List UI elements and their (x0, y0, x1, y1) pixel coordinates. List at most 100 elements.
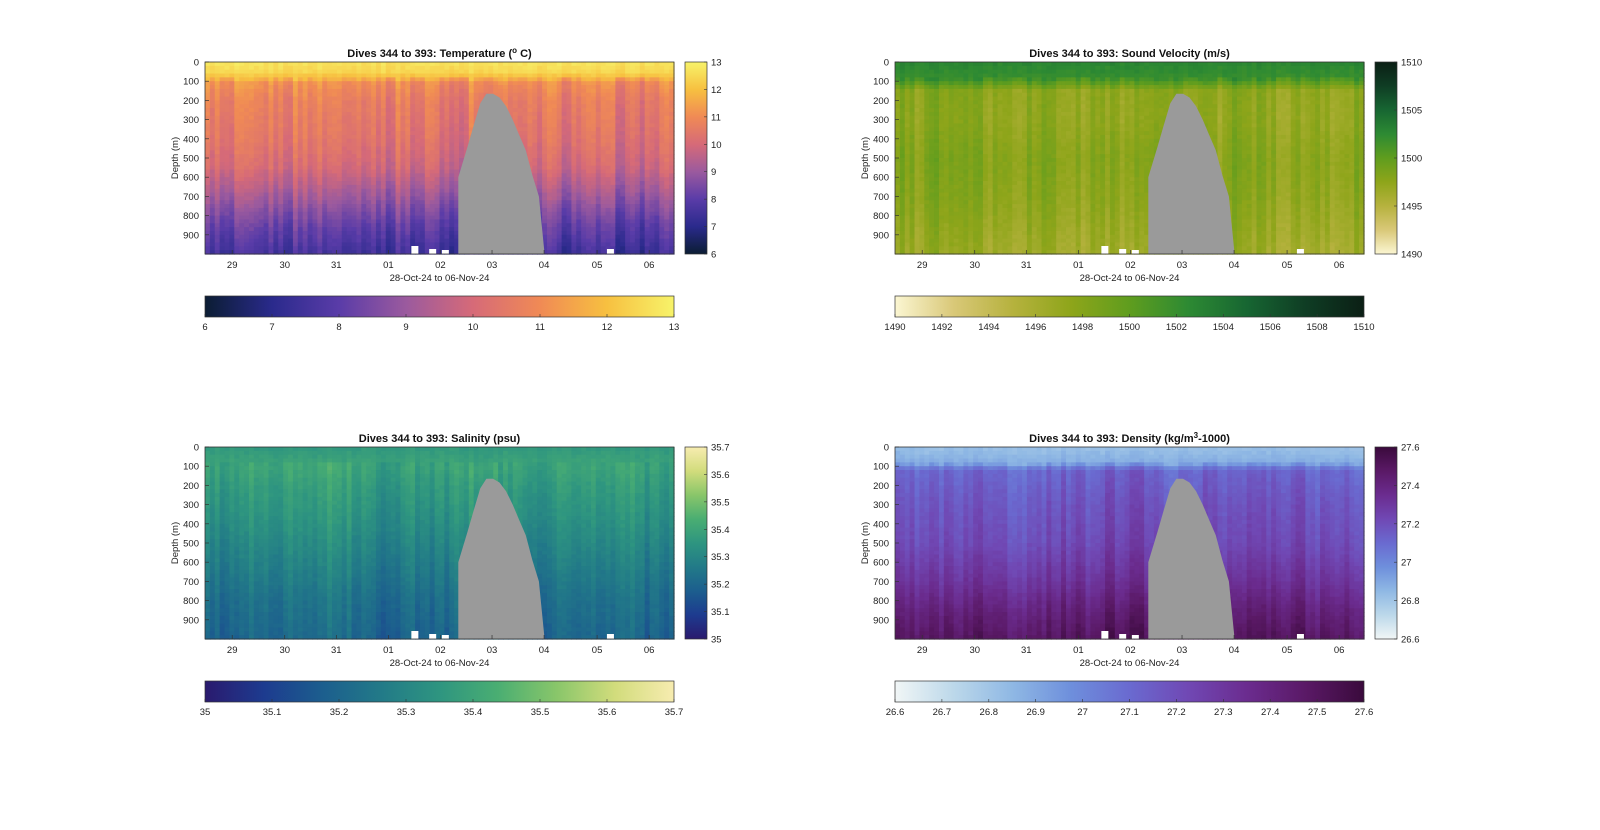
heatmap-cell (895, 62, 901, 67)
heatmap-cell (566, 184, 573, 190)
heatmap-cell (566, 154, 573, 159)
heatmap-cell (214, 173, 221, 178)
heatmap-cell (253, 246, 260, 251)
heatmap-cell (327, 123, 333, 128)
heatmap-cell (532, 146, 538, 151)
heatmap-cell (468, 119, 475, 125)
heatmap-cell (224, 196, 231, 201)
heatmap-cell (405, 192, 411, 197)
heatmap-cell (234, 238, 240, 244)
heatmap-cell (248, 123, 255, 128)
heatmap-cell (600, 207, 607, 213)
heatmap-cell (312, 154, 318, 159)
heatmap-cell (356, 181, 362, 186)
heatmap-cell (566, 115, 573, 121)
heatmap-cell (405, 85, 411, 90)
heatmap-cell (390, 119, 397, 125)
heatmap-cell (234, 111, 240, 117)
chart-title-main: Dives 344 to 393: Sound Velocity (m/s) (1029, 48, 1230, 60)
heatmap-cell (590, 165, 597, 171)
heatmap-cell (429, 204, 436, 209)
heatmap-cell (512, 65, 519, 71)
heatmap-cell (258, 96, 265, 101)
heatmap-cell (234, 181, 240, 186)
heatmap-cell (449, 161, 455, 167)
heatmap-cell (542, 123, 548, 128)
heatmap-cell (434, 88, 441, 94)
heatmap-cell (895, 73, 901, 78)
heatmap-cell (297, 104, 304, 109)
heatmap-cell (649, 85, 656, 90)
heatmap-cell (385, 104, 392, 109)
heatmap-cell (224, 227, 231, 232)
heatmap-cell (581, 215, 587, 221)
heatmap-cell (366, 169, 372, 174)
heatmap-cell (473, 69, 480, 75)
heatmap-cell (341, 161, 348, 167)
heatmap-cell (366, 127, 372, 132)
heatmap-cell (899, 238, 906, 244)
heatmap-cell (405, 246, 411, 251)
heatmap-cell (595, 181, 602, 186)
heatmap-cell (571, 154, 577, 159)
heatmap-cell (307, 173, 314, 178)
heatmap-cell (556, 92, 563, 98)
heatmap-cell (292, 96, 299, 101)
heatmap-cell (356, 234, 362, 240)
heatmap-cell (649, 223, 656, 228)
heatmap-cell (459, 77, 465, 82)
heatmap-cell (234, 219, 240, 224)
heatmap-cell (307, 65, 314, 71)
heatmap-cell (351, 169, 358, 174)
heatmap-cell (551, 154, 558, 159)
heatmap-cell (581, 250, 587, 255)
heatmap-cell (669, 161, 675, 167)
heatmap-cell (644, 115, 651, 121)
heatmap-cell (395, 165, 402, 171)
heatmap-cell (620, 146, 626, 151)
heatmap-cell (561, 158, 568, 163)
heatmap-cell (895, 115, 901, 121)
heatmap-cell (532, 111, 538, 117)
heatmap-cell (449, 127, 455, 132)
heatmap-cell (468, 65, 475, 71)
heatmap-cell (424, 131, 431, 136)
heatmap-cell (664, 134, 670, 140)
heatmap-cell (302, 215, 309, 221)
heatmap-cell (439, 127, 445, 132)
heatmap-cell (336, 246, 343, 251)
heatmap-cell (375, 192, 382, 197)
heatmap-cell (507, 108, 514, 113)
heatmap-cell (468, 81, 475, 86)
heatmap-cell (400, 69, 406, 75)
heatmap-cell (405, 200, 411, 205)
heatmap-cell (527, 138, 533, 144)
heatmap-cell (595, 219, 602, 224)
heatmap-cell (419, 111, 426, 117)
heatmap-cell (371, 146, 377, 151)
heatmap-cell (278, 104, 284, 109)
heatmap-cell (659, 115, 665, 121)
heatmap-cell (527, 92, 533, 98)
heatmap-cell (366, 192, 372, 197)
heatmap-cell (395, 246, 402, 251)
heatmap-cell (332, 131, 338, 136)
heatmap-cell (586, 250, 592, 255)
heatmap-cell (899, 69, 906, 75)
heatmap-cell (478, 96, 485, 101)
heatmap-cell (605, 177, 612, 182)
heatmap-cell (395, 230, 402, 236)
heatmap-cell (253, 96, 260, 101)
heatmap-cell (434, 65, 441, 71)
heatmap-cell (625, 196, 631, 201)
heatmap-cell (244, 131, 250, 136)
heatmap-cell (664, 88, 670, 94)
heatmap-cell (390, 173, 397, 178)
heatmap-cell (390, 108, 397, 113)
heatmap-cell (605, 223, 612, 228)
heatmap-cell (556, 169, 563, 174)
heatmap-cell (644, 65, 651, 71)
colorbar-tick-label: 13 (711, 58, 722, 69)
heatmap-cell (605, 88, 612, 94)
heatmap-cell (214, 85, 221, 90)
